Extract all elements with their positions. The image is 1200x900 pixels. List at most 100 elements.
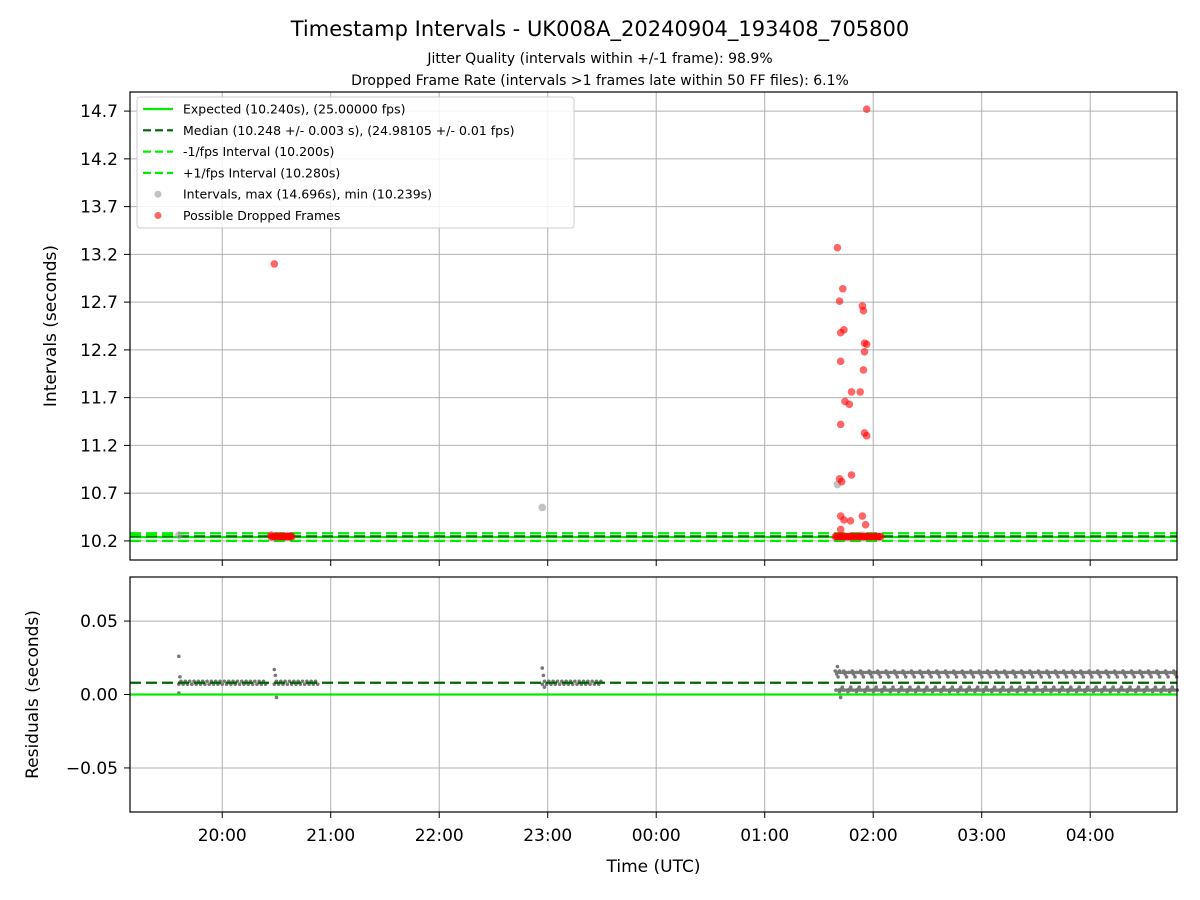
residual-point: [222, 679, 227, 684]
residual-point: [990, 670, 995, 675]
dropped-frame-point: [840, 516, 848, 524]
residual-point: [205, 679, 209, 684]
intervals-grid: [130, 92, 1177, 560]
residual-point: [1058, 670, 1063, 675]
intervals-y-ticks: 10.2 10.7 11.2 11.7 12.2 12.7 13.2 13.7 14.2 14.7: [80, 102, 130, 552]
residual-point: [1089, 670, 1094, 675]
legend: Expected (10.240s), (25.00000 fps) Median…: [136, 96, 575, 229]
residual-point: [1020, 688, 1024, 692]
y-tick-label: 14.7: [80, 102, 118, 122]
dropped-frame-point: [840, 326, 848, 334]
residual-point: [1030, 670, 1034, 675]
residual-point: [887, 675, 891, 679]
residual-point: [912, 675, 917, 679]
residual-point: [859, 688, 864, 692]
legend-box: [136, 96, 575, 229]
residual-point: [878, 675, 883, 679]
residual-point: [958, 688, 962, 692]
residual-point: [1018, 685, 1022, 689]
residual-point: [1135, 688, 1140, 692]
residual-point: [1066, 670, 1071, 675]
residual-point: [937, 675, 942, 679]
residual-point: [914, 670, 919, 675]
residual-point: [1152, 688, 1157, 692]
residual-point: [1132, 675, 1137, 679]
residual-point: [918, 688, 923, 692]
residual-point: [980, 675, 984, 679]
residual-point: [992, 685, 997, 689]
residual-point: [949, 688, 954, 692]
residual-point: [945, 670, 950, 675]
residual-point: [838, 670, 842, 675]
residual-point: [1073, 675, 1077, 679]
interval-point: [538, 503, 547, 512]
residual-point: [1106, 670, 1110, 675]
residual-point: [1054, 688, 1058, 692]
chart-title: Timestamp Intervals - UK008A_20240904_19…: [290, 17, 910, 42]
residual-point: [1090, 675, 1094, 679]
interval-point: [175, 531, 183, 539]
dropped-frame-point: [839, 284, 847, 293]
y-tick-label: 10.2: [80, 532, 118, 552]
residuals-panel: 0.05 0.00 −0.05 20:00 21:00 22:00 23:00 00:00 0…: [23, 576, 1180, 877]
residual-point: [882, 688, 886, 692]
legend-entry: -1/fps Interval (10.200s): [183, 144, 334, 159]
residual-point: [920, 675, 925, 679]
residual-point: [855, 670, 859, 675]
residual-point: [952, 688, 957, 692]
residual-point: [856, 688, 861, 692]
dropped-frame-point: [856, 388, 864, 396]
residual-point: [1165, 670, 1170, 675]
x-tick-label: 04:00: [1066, 826, 1115, 846]
residual-point: [986, 688, 991, 692]
residual-point: [1011, 688, 1016, 692]
residual-point: [1127, 688, 1132, 692]
residual-point: [865, 688, 869, 692]
residual-point: [1007, 670, 1012, 675]
intervals-points: [175, 105, 885, 541]
dropped-frame-point: [859, 366, 868, 374]
residual-point: [852, 670, 857, 675]
residual-point: [877, 670, 882, 675]
residual-point: [988, 675, 993, 679]
residual-point: [975, 688, 979, 692]
residual-point: [894, 670, 899, 675]
residual-point: [937, 670, 941, 675]
residual-point: [1009, 685, 1014, 689]
dropped-frame-point: [858, 512, 867, 520]
residual-point: [1030, 675, 1035, 679]
residual-point: [1021, 670, 1026, 675]
residual-point: [966, 688, 971, 692]
residual-point: [1045, 688, 1050, 692]
residual-point: [1003, 688, 1007, 692]
residual-point: [971, 675, 976, 679]
residual-point: [870, 675, 874, 679]
residual-point: [1145, 685, 1149, 689]
residual-point: [1047, 670, 1051, 675]
residual-point: [252, 679, 257, 684]
residual-point: [1068, 688, 1072, 692]
residual-point: [1107, 675, 1111, 679]
residual-point: [237, 682, 242, 687]
intervals-panel: 10.2 10.7 11.2 11.7 12.2 12.7 13.2 13.7 14.2 14.7…: [41, 91, 1178, 566]
residual-point: [1043, 685, 1048, 689]
dropped-frame-point: [845, 400, 854, 409]
residual-point: [954, 675, 959, 679]
residual-point: [963, 675, 967, 679]
residual-point: [1166, 675, 1170, 679]
residual-point: [1079, 688, 1084, 692]
residual-point: [1071, 688, 1075, 692]
residual-point: [992, 688, 996, 692]
y-tick-label: 13.2: [80, 245, 118, 265]
residual-point: [889, 670, 893, 675]
residual-point: [948, 670, 952, 675]
residual-point: [1151, 670, 1156, 675]
residual-point: [908, 685, 912, 689]
residual-point: [932, 688, 937, 692]
residual-point: [1097, 670, 1102, 675]
dropped-frame-point: [859, 306, 868, 315]
residual-point: [1140, 675, 1145, 679]
residual-point: [542, 679, 547, 684]
residual-point: [1092, 670, 1096, 675]
residual-point: [838, 695, 843, 700]
